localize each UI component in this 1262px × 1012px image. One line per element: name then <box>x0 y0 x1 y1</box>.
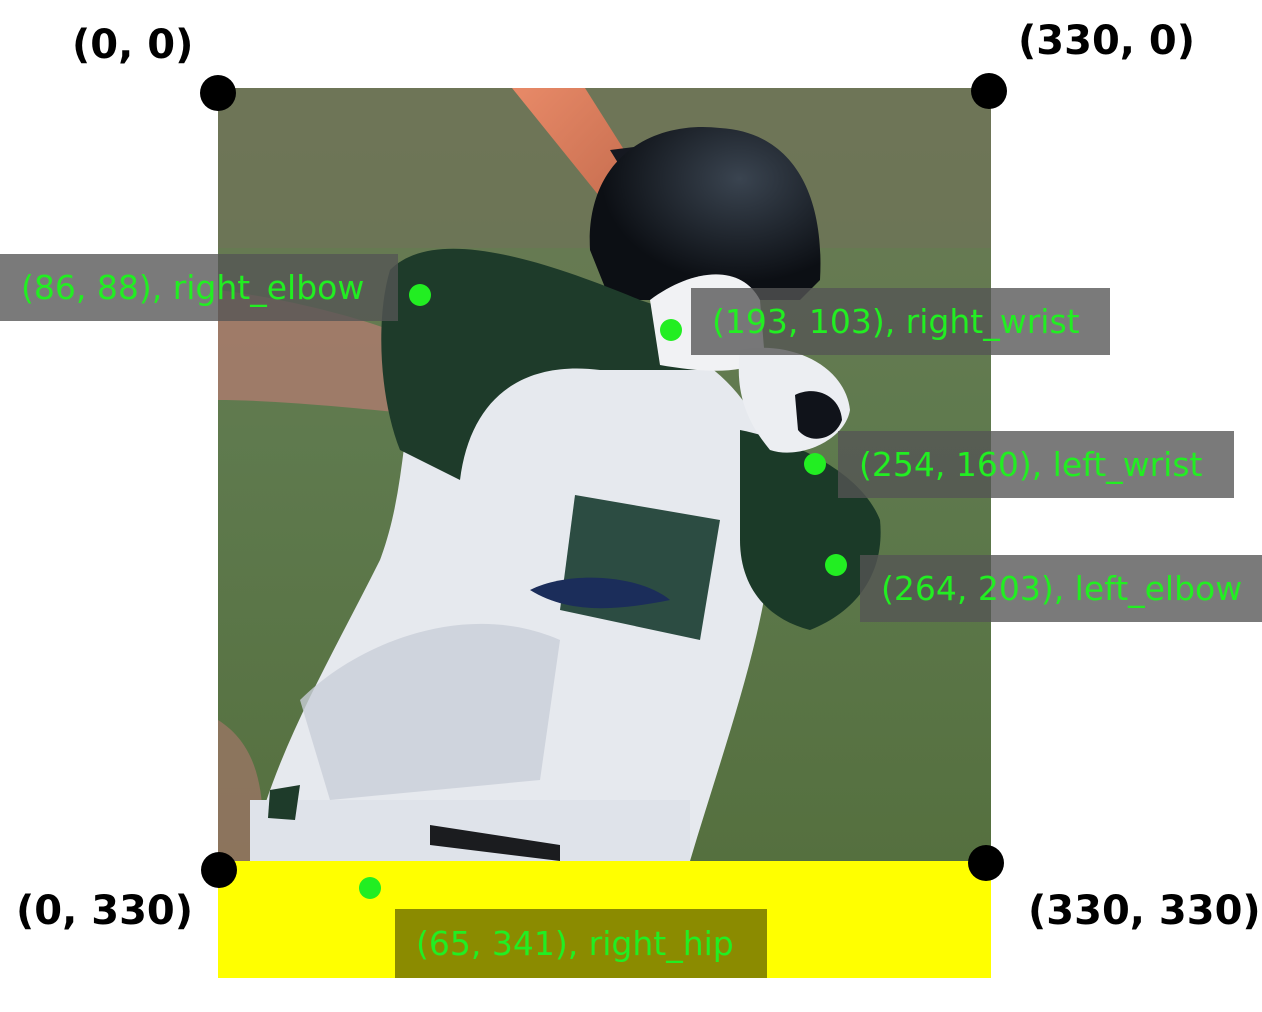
corner-label-bottom-right: (330, 330) <box>1028 888 1261 934</box>
green-dot-icon <box>825 554 847 576</box>
baseball-photo <box>218 88 991 861</box>
black-dot-icon <box>200 75 236 111</box>
right-sleeve <box>381 248 700 480</box>
keypoint-label-right-elbow: (86, 88), right_elbow <box>0 254 398 321</box>
keypoint-label-left-wrist: (254, 160), left_wrist <box>838 431 1234 498</box>
black-dot-icon <box>201 852 237 888</box>
keypoint-label-right-hip: (65, 341), right_hip <box>395 909 767 978</box>
green-dot-icon <box>409 284 431 306</box>
corner-label-top-right: (330, 0) <box>1018 18 1196 64</box>
green-dot-icon <box>804 453 826 475</box>
green-dot-icon <box>359 877 381 899</box>
green-dot-icon <box>660 319 682 341</box>
black-dot-icon <box>968 845 1004 881</box>
corner-label-bottom-left: (0, 330) <box>16 888 194 934</box>
black-dot-icon <box>971 73 1007 109</box>
corner-label-top-left: (0, 0) <box>72 22 194 68</box>
jersey-ray-logo <box>530 577 670 609</box>
batting-helmet <box>589 127 821 300</box>
belt <box>430 825 560 861</box>
keypoint-label-left-elbow: (264, 203), left_elbow <box>860 555 1262 622</box>
keypoint-label-right-wrist: (193, 103), right_wrist <box>691 288 1110 355</box>
